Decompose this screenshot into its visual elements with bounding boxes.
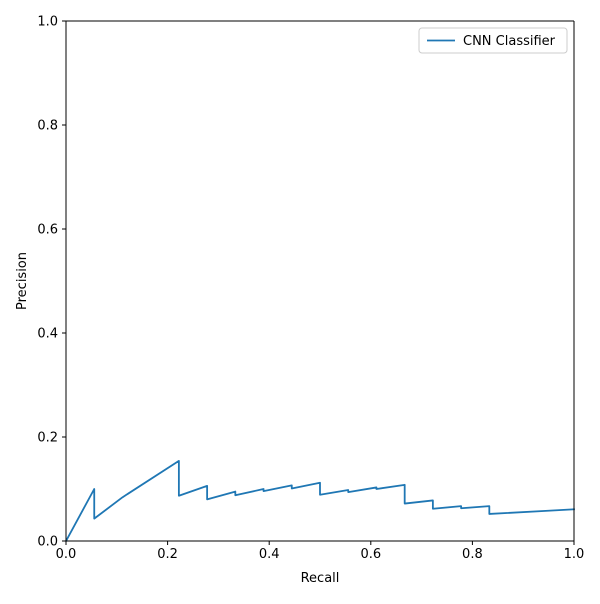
x-axis-label: Recall [301,571,340,586]
y-axis-label: Precision [15,252,30,310]
x-tick-label-2: 0.4 [259,547,280,562]
x-tick-label-3: 0.6 [360,547,381,562]
y-tick-label-0: 0.0 [37,535,58,550]
x-tick-label-0: 0.0 [56,547,77,562]
legend: CNN Classifier [419,28,567,53]
x-tick-label-4: 0.8 [462,547,483,562]
y-tick-label-4: 0.8 [37,119,58,134]
y-tick-label-5: 1.0 [37,15,58,30]
x-tick-label-1: 0.2 [157,547,178,562]
legend-label-0: CNN Classifier [463,34,556,49]
x-tick-label-5: 1.0 [564,547,585,562]
y-tick-label-2: 0.4 [37,327,58,342]
y-tick-label-1: 0.2 [37,431,58,446]
y-tick-label-3: 0.6 [37,223,58,238]
